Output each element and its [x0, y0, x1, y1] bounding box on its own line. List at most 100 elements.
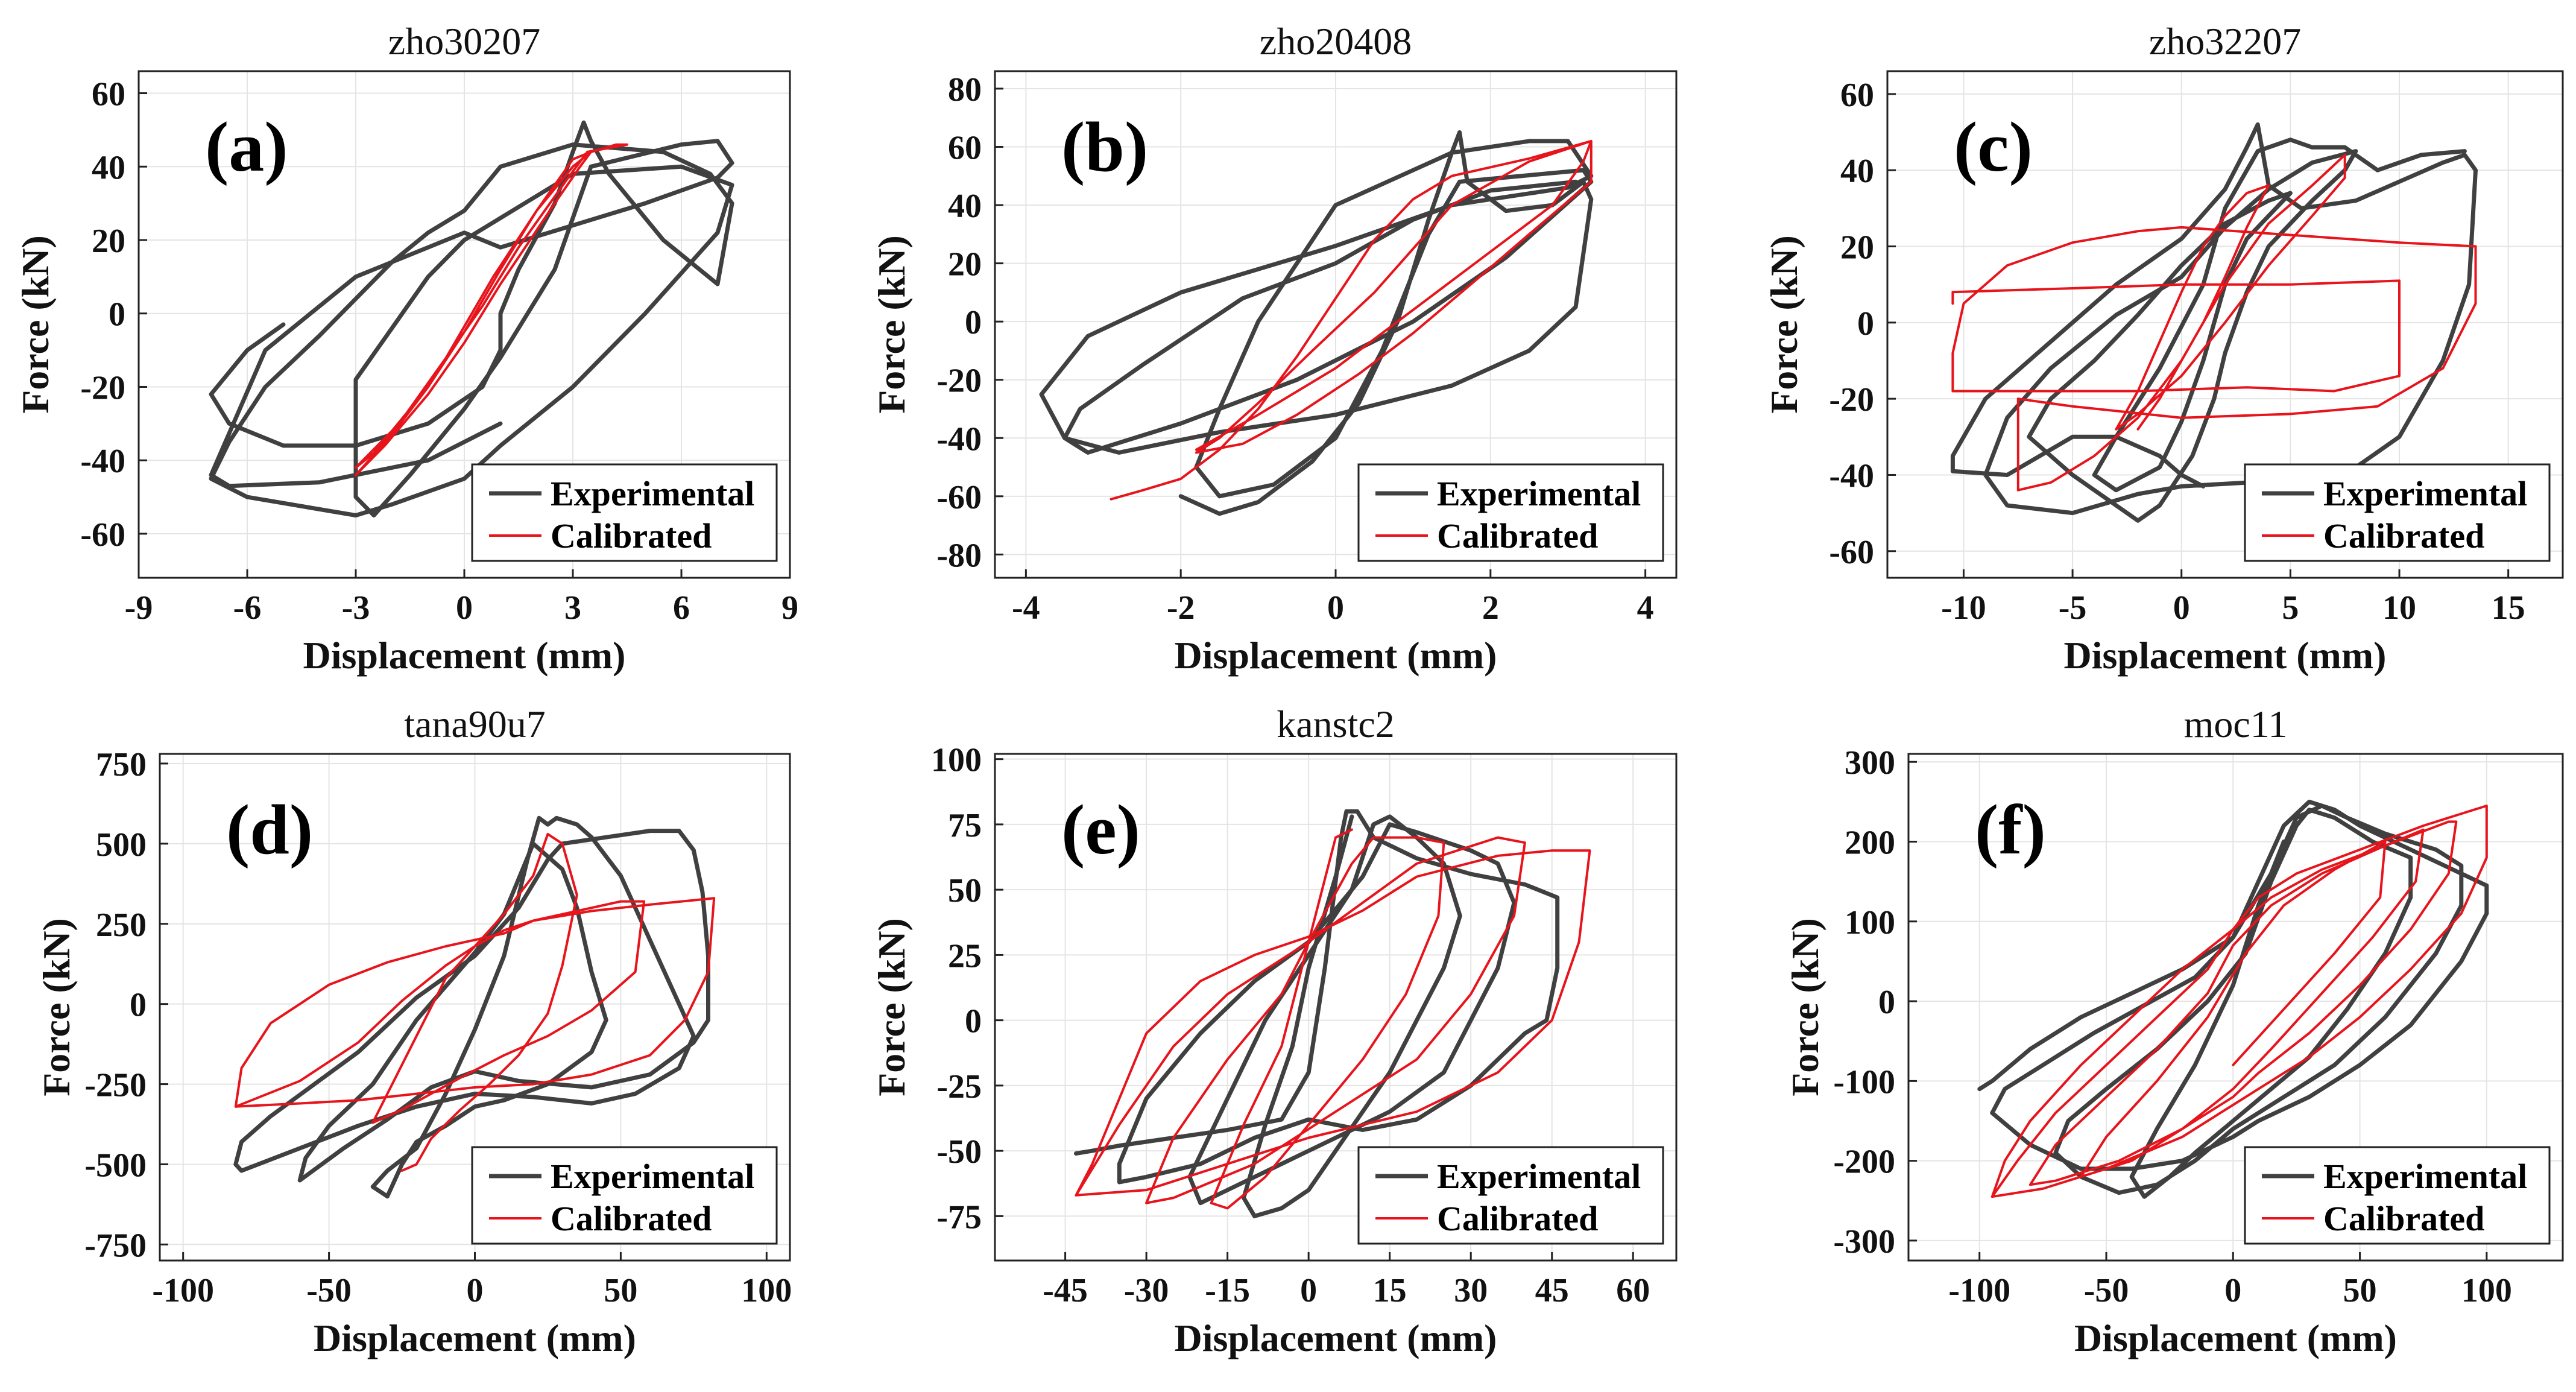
x-tick-label: 5: [2282, 589, 2299, 627]
panel-letter: (b): [1061, 107, 1148, 186]
calibrated-series-line: [234, 832, 716, 1172]
series-group: [209, 120, 734, 517]
y-tick-label: 200: [1845, 824, 1895, 862]
chart-panel-5: -45 -30 -15 0 15 30 45 60 -75 -50 -25 0 25 50 75 100 kan…: [870, 703, 1678, 1359]
legend-box: [2244, 463, 2551, 562]
panel-title: zho20408: [1260, 20, 1412, 63]
panel-title: zho32207: [2149, 20, 2301, 63]
legend-box: [1357, 463, 1664, 562]
x-tick-label: 60: [1616, 1272, 1650, 1309]
y-tick-label: -50: [936, 1133, 982, 1171]
x-tick-label: 100: [741, 1272, 792, 1309]
y-tick-label: -60: [80, 516, 125, 554]
y-tick-label: 750: [96, 746, 147, 783]
y-tick-label: 100: [1845, 904, 1895, 941]
y-axis-label: Force (kN): [870, 235, 913, 414]
y-tick-label: 0: [965, 304, 982, 341]
y-tick-label: -20: [1829, 381, 1874, 419]
y-tick-label: 20: [92, 223, 125, 260]
x-tick-label: -100: [1948, 1272, 2010, 1309]
y-tick-label: -100: [1833, 1063, 1895, 1101]
legend-calibrated-label: Calibrated: [551, 1199, 712, 1238]
legend-calibrated-label: Calibrated: [2323, 516, 2484, 555]
series-group: [1950, 122, 2478, 523]
x-tick-label: -2: [1167, 589, 1195, 627]
x-tick-label: 6: [673, 589, 690, 627]
x-tick-label: 50: [604, 1272, 637, 1309]
y-tick-label: 0: [130, 987, 147, 1024]
plot-frame: [994, 753, 1678, 1262]
legend-experimental-label: Experimental: [1437, 474, 1641, 513]
experimental-series-line: [233, 815, 710, 1199]
panel-letter: (a): [205, 107, 288, 186]
x-tick-label: -6: [233, 589, 262, 627]
x-tick-label: 100: [2461, 1272, 2512, 1309]
x-tick-label: -50: [2084, 1272, 2129, 1309]
y-tick-label: 0: [965, 1003, 982, 1040]
legend-calibrated-label: Calibrated: [1437, 516, 1598, 555]
experimental-series-line: [1039, 130, 1594, 516]
legend-box: [471, 1146, 778, 1245]
y-tick-label: 50: [948, 872, 982, 910]
x-tick-label: -50: [306, 1272, 352, 1309]
legend-box: [1357, 1146, 1664, 1245]
legend-experimental-label: Experimental: [551, 1157, 754, 1196]
x-tick-label: 45: [1535, 1272, 1569, 1309]
y-axis-label: Force (kN): [870, 918, 913, 1096]
y-tick-label: -250: [84, 1067, 147, 1104]
x-tick-label: -10: [1941, 589, 1986, 627]
legend-experimental-label: Experimental: [551, 474, 754, 513]
y-tick-label: -300: [1833, 1223, 1895, 1261]
panel-letter: (e): [1061, 790, 1140, 869]
y-tick-label: -750: [84, 1227, 147, 1264]
x-tick-label: 2: [1482, 589, 1499, 627]
chart-panel-2: -4 -2 0 2 4-80-60-40-20020406080zho20408(b)D…: [870, 20, 1678, 677]
experimental-series-line: [1950, 122, 2478, 523]
x-tick-label: 15: [2492, 589, 2525, 627]
y-tick-label: -40: [1829, 457, 1874, 495]
calibrated-series-line: [1951, 153, 2477, 492]
x-tick-label: 0: [2173, 589, 2190, 627]
legend-calibrated-label: Calibrated: [551, 516, 712, 555]
series-group: [1039, 130, 1594, 516]
y-tick-label: 100: [931, 742, 982, 779]
panel-letter: (c): [1954, 107, 2033, 186]
chart-panel-6: -100 -50 0 50 100 -300 -200 -100 0 100 200 300 moc11…: [1784, 703, 2564, 1359]
y-tick-label: 0: [1857, 305, 1874, 343]
x-tick-label: 0: [456, 589, 473, 627]
x-axis-label: Displacement (mm): [303, 634, 626, 677]
chart-panel-3: -10 -5 0 5 10 15 -60 -40 -20 0 20 40 60 zho32207 (c) Di…: [1763, 20, 2564, 677]
calibrated-series-line: [1110, 139, 1593, 501]
x-tick-label: -15: [1205, 1272, 1250, 1309]
legend-box: [471, 463, 778, 562]
panel-title: tana90u7: [404, 703, 546, 745]
x-tick-label: -5: [2059, 589, 2087, 627]
legend-experimental-label: Experimental: [2323, 1157, 2527, 1196]
legend-experimental-label: Experimental: [2323, 474, 2527, 513]
x-tick-label: 0: [1300, 1272, 1317, 1309]
x-tick-label: 0: [2224, 1272, 2241, 1309]
x-axis-label: Displacement (mm): [1175, 634, 1497, 677]
panel-title: kanstc2: [1277, 703, 1395, 745]
y-tick-label: 80: [948, 71, 982, 109]
experimental-series-line: [1074, 809, 1560, 1218]
x-tick-label: -30: [1124, 1272, 1169, 1309]
x-tick-label: 0: [1327, 589, 1344, 627]
panel-title: moc11: [2184, 703, 2288, 745]
y-tick-label: -40: [936, 420, 982, 458]
x-axis-label: Displacement (mm): [2074, 1317, 2397, 1359]
panel-title: zho30207: [388, 20, 540, 63]
y-tick-label: 500: [96, 826, 147, 864]
y-tick-label: 40: [948, 188, 982, 225]
x-tick-label: -4: [1012, 589, 1040, 627]
legend-calibrated-label: Calibrated: [1437, 1199, 1598, 1238]
y-tick-label: -80: [936, 537, 982, 574]
y-tick-label: 60: [1840, 77, 1874, 114]
y-tick-label: 40: [92, 149, 125, 186]
y-tick-label: 0: [109, 296, 125, 334]
x-tick-label: 10: [2382, 589, 2416, 627]
y-tick-label: 60: [948, 130, 982, 167]
